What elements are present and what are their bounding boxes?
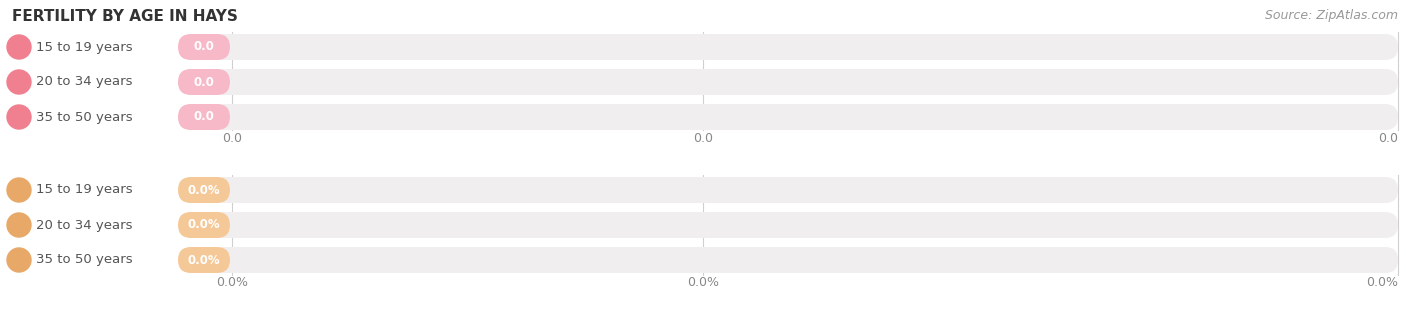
Text: 0.0: 0.0 — [194, 76, 215, 88]
FancyBboxPatch shape — [8, 247, 231, 273]
Text: 20 to 34 years: 20 to 34 years — [37, 76, 132, 88]
Circle shape — [7, 213, 31, 237]
Text: Source: ZipAtlas.com: Source: ZipAtlas.com — [1265, 9, 1398, 22]
FancyBboxPatch shape — [179, 247, 231, 273]
Circle shape — [7, 35, 31, 59]
Text: 20 to 34 years: 20 to 34 years — [37, 218, 132, 232]
FancyBboxPatch shape — [8, 104, 231, 130]
FancyBboxPatch shape — [8, 177, 231, 203]
FancyBboxPatch shape — [8, 247, 1398, 273]
Text: 0.0%: 0.0% — [217, 277, 247, 289]
Text: 0.0: 0.0 — [222, 131, 242, 145]
Text: 0.0%: 0.0% — [688, 277, 718, 289]
Text: 35 to 50 years: 35 to 50 years — [37, 111, 132, 123]
FancyBboxPatch shape — [179, 177, 231, 203]
Circle shape — [7, 70, 31, 94]
Text: 0.0: 0.0 — [194, 41, 215, 53]
FancyBboxPatch shape — [8, 212, 1398, 238]
Text: 0.0%: 0.0% — [1367, 277, 1398, 289]
Circle shape — [7, 178, 31, 202]
FancyBboxPatch shape — [8, 69, 231, 95]
Text: 35 to 50 years: 35 to 50 years — [37, 253, 132, 267]
FancyBboxPatch shape — [179, 34, 231, 60]
FancyBboxPatch shape — [8, 34, 1398, 60]
FancyBboxPatch shape — [179, 104, 231, 130]
Text: 15 to 19 years: 15 to 19 years — [37, 41, 132, 53]
FancyBboxPatch shape — [179, 212, 231, 238]
Text: 0.0%: 0.0% — [187, 253, 221, 267]
Text: 15 to 19 years: 15 to 19 years — [37, 183, 132, 196]
FancyBboxPatch shape — [8, 69, 1398, 95]
FancyBboxPatch shape — [179, 69, 231, 95]
Text: 0.0: 0.0 — [194, 111, 215, 123]
FancyBboxPatch shape — [8, 177, 1398, 203]
FancyBboxPatch shape — [8, 212, 231, 238]
Circle shape — [7, 248, 31, 272]
Text: 0.0: 0.0 — [693, 131, 713, 145]
Circle shape — [7, 105, 31, 129]
FancyBboxPatch shape — [8, 34, 231, 60]
Text: FERTILITY BY AGE IN HAYS: FERTILITY BY AGE IN HAYS — [13, 9, 238, 24]
Text: 0.0%: 0.0% — [187, 218, 221, 232]
FancyBboxPatch shape — [8, 104, 1398, 130]
Text: 0.0%: 0.0% — [187, 183, 221, 196]
Text: 0.0: 0.0 — [1378, 131, 1398, 145]
